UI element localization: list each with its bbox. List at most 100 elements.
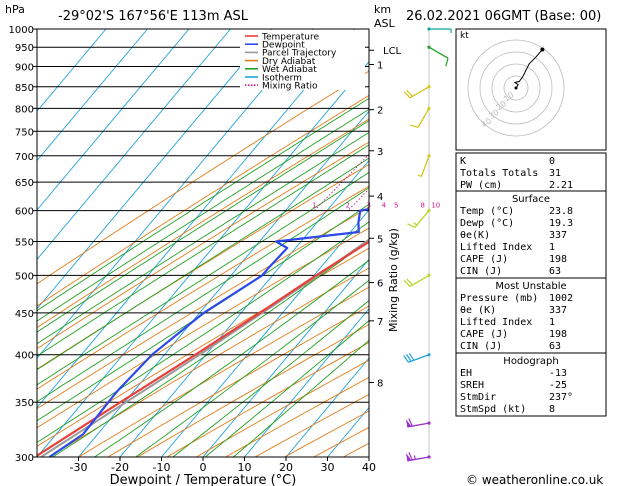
hodograph-frame — [456, 29, 606, 150]
wind-barb-staff — [421, 156, 429, 177]
x-tick-label: 30 — [321, 461, 335, 474]
pressure-tick-label: 600 — [15, 207, 34, 218]
hodograph-stats-value: 237° — [549, 392, 573, 403]
most-unstable-label: Lifted Index — [460, 317, 532, 328]
wind-barb — [404, 85, 430, 98]
wind-barb-feather — [407, 224, 414, 228]
wind-barb-dot — [427, 46, 430, 49]
surface-value: 1 — [549, 242, 555, 253]
km-tick-label: 6 — [377, 279, 383, 290]
pressure-tick-label: 400 — [15, 351, 34, 362]
surface-label: CAPE (J) — [460, 254, 508, 265]
skewt-page: 1234581015202530035040045050055060065070… — [0, 0, 629, 486]
most-unstable-label: Pressure (mb) — [460, 293, 538, 304]
wind-barb-dot — [427, 85, 430, 88]
hodograph-stats-label: StmDir — [460, 392, 496, 403]
wind-barb-dot — [427, 107, 430, 110]
wind-barb-staff — [429, 47, 448, 58]
copyright: © weatheronline.co.uk — [466, 473, 603, 486]
index-label: K — [460, 156, 466, 167]
km-tick-label: 7 — [377, 317, 383, 328]
pressure-tick-label: 450 — [15, 309, 34, 320]
legend-label: Mixing Ratio — [262, 82, 318, 92]
index-label: Totals Totals — [460, 168, 538, 179]
hodograph-stats-label: StmSpd (kt) — [460, 404, 526, 415]
km-tick-label: 8 — [377, 378, 383, 389]
wind-barb — [407, 209, 430, 227]
wind-barb-dot — [427, 154, 430, 157]
x-axis-label: Dewpoint / Temperature (°C) — [110, 473, 297, 486]
pressure-tick-label: 900 — [15, 63, 34, 74]
km-tick-label: 2 — [377, 106, 383, 117]
surface-value: 23.8 — [549, 206, 573, 217]
pressure-tick-label: 750 — [15, 127, 34, 138]
wet-adiabat-line — [0, 29, 480, 457]
hodograph-unit-label: kt — [460, 31, 469, 41]
surface-title: Surface — [512, 194, 550, 205]
wind-barb-dot — [427, 353, 430, 356]
wind-barb-staff — [418, 108, 429, 127]
surface-label: Dewp (°C) — [460, 218, 514, 229]
wind-barb-staff — [410, 275, 429, 286]
mixing-ratio-label: 5 — [394, 202, 398, 210]
km-tick-label: 5 — [377, 234, 383, 245]
km-tick-label: LCL — [383, 46, 402, 57]
wind-barb-dot — [427, 209, 430, 212]
wind-barb — [410, 107, 431, 128]
wind-barb — [406, 419, 431, 427]
dry-adiabat-line — [0, 29, 438, 457]
surface-label: CIN (J) — [460, 266, 502, 277]
location-title: -29°02'S 167°56'E 113m ASL — [58, 9, 249, 24]
wind-barb-feather — [446, 58, 448, 66]
hodograph-stats-value: 8 — [549, 404, 555, 415]
surface-value: 19.3 — [549, 218, 573, 229]
most-unstable-value: 198 — [549, 329, 567, 340]
surface-label: Temp (°C) — [460, 206, 514, 217]
wind-barb-half-feather — [414, 223, 417, 226]
most-unstable-value: 1 — [549, 317, 555, 328]
most-unstable-label: CAPE (J) — [460, 329, 508, 340]
index-value: 31 — [549, 168, 561, 179]
wind-barb — [427, 46, 448, 67]
skewt-chart: 1234581015202530035040045050055060065070… — [0, 0, 629, 486]
pressure-tick-label: 950 — [15, 43, 34, 54]
wind-barb — [406, 452, 431, 460]
km-tick-label: 3 — [377, 147, 383, 158]
mixing-ratio-label: 10 — [431, 202, 440, 210]
wind-barb-dot — [427, 274, 430, 277]
index-value: 0 — [549, 156, 555, 167]
dry-adiabat-line — [0, 29, 480, 457]
surface-label: Lifted Index — [460, 242, 532, 253]
hodograph-stats-value: -25 — [549, 380, 567, 391]
wind-barb-half-feather — [418, 175, 422, 176]
hodograph-origin — [515, 87, 518, 90]
isotherm-line — [79, 29, 439, 457]
km-tick-label: 1 — [377, 61, 383, 72]
hpa-label: hPa — [5, 3, 25, 16]
mixing-ratio-label: 1 — [312, 202, 316, 210]
most-unstable-value: 337 — [549, 305, 567, 316]
hodograph-stats-label: EH — [460, 368, 472, 379]
surface-value: 63 — [549, 266, 561, 277]
wind-barb — [404, 353, 431, 362]
wind-barb-feather — [410, 125, 418, 127]
surface-label: θe(K) — [460, 230, 490, 241]
x-tick-label: -30 — [70, 461, 88, 474]
hodograph-end-dot — [540, 48, 544, 52]
wet-adiabat-line — [0, 29, 529, 457]
hodograph-stats-value: -13 — [549, 368, 567, 379]
isotherm-line — [120, 29, 480, 457]
wind-barb-dot — [427, 422, 430, 425]
pressure-tick-label: 1000 — [9, 25, 34, 36]
wind-barb-dot — [427, 455, 430, 458]
most-unstable-value: 63 — [549, 341, 561, 352]
wind-barb-half-feather — [415, 455, 416, 459]
km-tick-label: 4 — [377, 192, 383, 203]
pressure-tick-label: 550 — [15, 238, 34, 249]
mixing-ratio-label: 2 — [346, 202, 350, 210]
mixing-ratio-label: 8 — [420, 202, 424, 210]
hodograph-stats-label: SREH — [460, 380, 484, 391]
wind-barb — [404, 274, 430, 287]
wind-barb-staff — [410, 87, 429, 98]
km-label: km — [374, 3, 391, 16]
